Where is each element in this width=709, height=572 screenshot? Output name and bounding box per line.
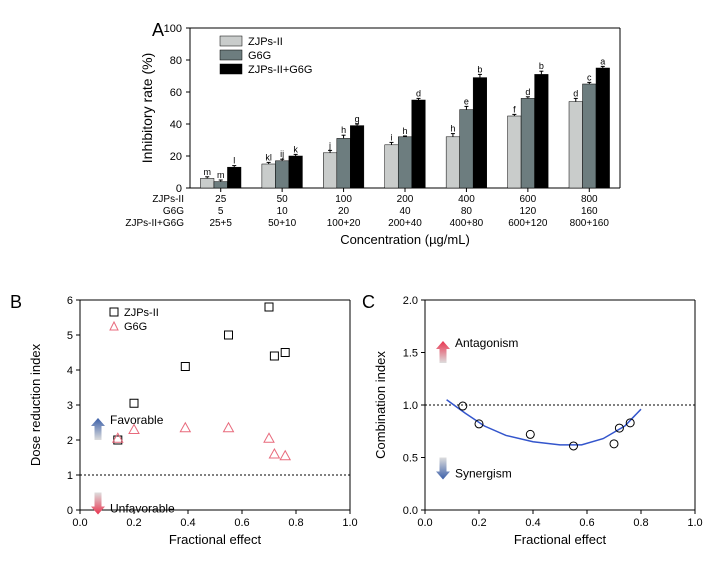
svg-text:1.0: 1.0 <box>342 517 357 529</box>
svg-text:Antagonism: Antagonism <box>455 336 518 350</box>
svg-text:1.5: 1.5 <box>403 348 418 360</box>
svg-text:h: h <box>402 126 407 136</box>
svg-text:m: m <box>217 170 225 180</box>
svg-text:0.2: 0.2 <box>126 517 141 529</box>
svg-text:Fractional effect: Fractional effect <box>514 532 607 547</box>
svg-text:0.5: 0.5 <box>403 453 418 465</box>
svg-text:10: 10 <box>277 206 289 217</box>
svg-text:ZJPs-II: ZJPs-II <box>124 307 159 319</box>
svg-text:160: 160 <box>581 206 598 217</box>
svg-text:G6G: G6G <box>124 321 147 333</box>
svg-text:5: 5 <box>218 206 224 217</box>
svg-text:0.0: 0.0 <box>72 517 87 529</box>
svg-text:0.2: 0.2 <box>471 517 486 529</box>
svg-text:6: 6 <box>67 295 73 307</box>
svg-text:5: 5 <box>67 330 73 342</box>
svg-text:kl: kl <box>265 152 272 162</box>
svg-text:100: 100 <box>335 194 352 205</box>
svg-text:Dose reduction index: Dose reduction index <box>28 343 43 466</box>
svg-text:400: 400 <box>458 194 475 205</box>
svg-text:Combination index: Combination index <box>373 351 388 459</box>
svg-text:50+10: 50+10 <box>268 218 297 229</box>
svg-text:2.0: 2.0 <box>403 295 418 307</box>
svg-text:600+120: 600+120 <box>508 218 548 229</box>
svg-text:b: b <box>539 61 544 71</box>
svg-text:80: 80 <box>170 55 182 67</box>
svg-text:20: 20 <box>338 206 350 217</box>
svg-text:80: 80 <box>461 206 473 217</box>
svg-text:100: 100 <box>164 23 182 35</box>
svg-text:40: 40 <box>399 206 411 217</box>
svg-text:ZJPs-II: ZJPs-II <box>248 36 283 48</box>
svg-text:200+40: 200+40 <box>388 218 422 229</box>
svg-text:j: j <box>328 140 331 150</box>
svg-text:50: 50 <box>277 194 289 205</box>
svg-text:40: 40 <box>170 119 182 131</box>
svg-text:Concentration (µg/mL): Concentration (µg/mL) <box>340 232 470 247</box>
svg-text:ZJPs-II+G6G: ZJPs-II+G6G <box>125 218 184 229</box>
svg-text:0.6: 0.6 <box>234 517 249 529</box>
svg-text:l: l <box>233 156 235 166</box>
svg-text:20: 20 <box>170 151 182 163</box>
svg-text:0.0: 0.0 <box>403 505 418 517</box>
svg-text:ij: ij <box>280 149 284 159</box>
svg-text:800: 800 <box>581 194 598 205</box>
svg-text:h: h <box>341 125 346 135</box>
svg-text:200: 200 <box>397 194 414 205</box>
svg-text:0: 0 <box>67 505 73 517</box>
svg-text:k: k <box>293 144 298 154</box>
svg-text:0.4: 0.4 <box>180 517 195 529</box>
svg-text:c: c <box>587 72 592 82</box>
svg-text:1.0: 1.0 <box>687 517 702 529</box>
svg-text:a: a <box>600 56 605 66</box>
svg-text:2: 2 <box>67 435 73 447</box>
svg-text:0.4: 0.4 <box>525 517 540 529</box>
svg-text:4: 4 <box>67 365 73 377</box>
svg-text:h: h <box>450 124 455 134</box>
svg-text:g: g <box>355 114 360 124</box>
svg-text:60: 60 <box>170 87 182 99</box>
svg-text:d: d <box>573 88 578 98</box>
svg-text:400+80: 400+80 <box>450 218 484 229</box>
svg-text:3: 3 <box>67 400 73 412</box>
panel-c-chart: 0.0 0.2 0.4 0.6 0.8 1.0 0.0 0.5 1.0 1.5 2.0 Fractio… <box>360 290 705 560</box>
svg-text:i: i <box>390 132 392 142</box>
svg-text:Favorable: Favorable <box>110 413 164 427</box>
svg-text:0.8: 0.8 <box>633 517 648 529</box>
svg-text:b: b <box>477 64 482 74</box>
svg-text:Inhibitory rate (%): Inhibitory rate (%) <box>139 53 155 163</box>
panel-b-chart: 0.0 0.2 0.4 0.6 0.8 1.0 0 1 2 3 4 5 6 Fractional effe… <box>10 290 360 560</box>
svg-text:e: e <box>464 96 469 106</box>
svg-text:100+20: 100+20 <box>327 218 361 229</box>
panel-a-chart: 020406080100Inhibitory rate (%)mmlklijkj… <box>120 8 630 248</box>
svg-text:G6G: G6G <box>163 206 184 217</box>
svg-text:600: 600 <box>520 194 537 205</box>
svg-text:1: 1 <box>67 470 73 482</box>
svg-text:Fractional effect: Fractional effect <box>169 532 262 547</box>
svg-text:800+160: 800+160 <box>570 218 610 229</box>
svg-text:120: 120 <box>520 206 537 217</box>
svg-text:0.6: 0.6 <box>579 517 594 529</box>
svg-text:ZJPs-II: ZJPs-II <box>152 194 184 205</box>
svg-text:ZJPs-II+G6G: ZJPs-II+G6G <box>248 64 313 76</box>
svg-text:0.8: 0.8 <box>288 517 303 529</box>
svg-text:m: m <box>203 167 211 177</box>
svg-text:25+5: 25+5 <box>209 218 232 229</box>
svg-text:G6G: G6G <box>248 50 271 62</box>
svg-text:d: d <box>416 88 421 98</box>
svg-text:Unfavorable: Unfavorable <box>110 502 175 516</box>
svg-text:25: 25 <box>215 194 227 205</box>
svg-text:Synergism: Synergism <box>455 467 512 481</box>
svg-text:1.0: 1.0 <box>403 400 418 412</box>
svg-text:f: f <box>513 104 516 114</box>
svg-text:d: d <box>525 87 530 97</box>
svg-text:0.0: 0.0 <box>417 517 432 529</box>
